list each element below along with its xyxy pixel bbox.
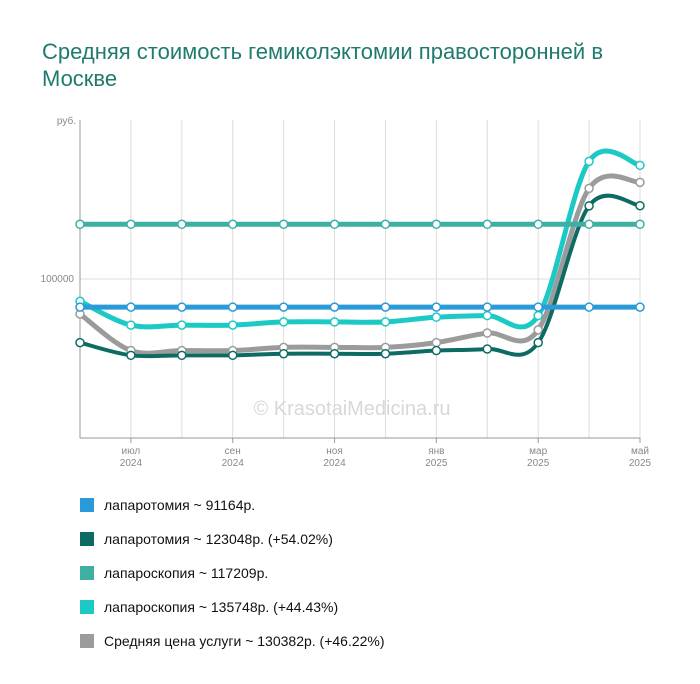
series-group: [75, 302, 645, 312]
legend-item[interactable]: лапароскопия ~ 117209р.: [80, 556, 385, 590]
data-point: [482, 302, 493, 312]
legend-label: Средняя цена услуги ~ 130382р. (+46.22%): [104, 633, 385, 649]
x-tick-label-year: 2024: [323, 458, 346, 469]
data-point: [431, 345, 442, 356]
series-line: [78, 193, 642, 359]
data-point: [126, 219, 136, 230]
data-point: [278, 348, 289, 359]
tick-layer: 100000июл2024сен2024ноя2024янв2025мар202…: [41, 274, 652, 469]
legend-swatch: [80, 532, 94, 546]
legend-item[interactable]: лапаротомия ~ 91164р.: [80, 488, 385, 522]
data-point: [329, 317, 340, 327]
data-point: [635, 177, 645, 188]
data-point: [75, 219, 85, 230]
data-point: [227, 302, 238, 312]
y-axis-label: руб.: [57, 115, 76, 127]
x-tick-label-month: янв: [428, 446, 444, 457]
legend: лапаротомия ~ 91164р. лапаротомия ~ 12304…: [80, 488, 385, 658]
data-point: [482, 344, 493, 354]
x-tick-label-month: июл: [122, 446, 141, 457]
legend-item[interactable]: лапароскопия ~ 135748р. (+44.43%): [80, 590, 385, 624]
chart-title: Средняя стоимость гемиколэктомии правост…: [42, 39, 604, 91]
legend-label: лапаротомия ~ 123048р. (+54.02%): [104, 531, 333, 547]
watermark: © KrasotaiMedicina.ru: [253, 398, 450, 420]
legend-swatch: [80, 600, 94, 614]
x-tick-label-month: май: [631, 446, 649, 457]
data-point: [584, 183, 594, 194]
data-point: [329, 348, 340, 359]
data-point: [227, 320, 238, 330]
data-point: [431, 219, 442, 230]
data-point: [278, 317, 289, 327]
data-point: [177, 320, 187, 330]
x-tick-label-month: сен: [225, 446, 241, 457]
x-tick-label-year: 2025: [527, 458, 550, 469]
series-group: [75, 219, 645, 230]
x-tick-label-year: 2024: [120, 458, 143, 469]
legend-item[interactable]: лапаротомия ~ 123048р. (+54.02%): [80, 522, 385, 556]
data-point: [227, 219, 238, 230]
data-point: [431, 312, 442, 322]
legend-swatch: [80, 634, 94, 648]
data-point: [177, 219, 187, 230]
x-tick-label-year: 2025: [425, 458, 448, 469]
grid-layer: [79, 120, 641, 439]
data-point: [431, 337, 442, 348]
series-group: [75, 193, 645, 361]
data-point: [126, 350, 136, 361]
data-point: [380, 302, 391, 312]
data-point: [380, 317, 391, 327]
data-point: [533, 337, 543, 348]
data-point: [126, 302, 136, 312]
data-point: [533, 325, 543, 335]
data-point: [533, 302, 543, 312]
series-layer: [75, 148, 645, 361]
data-point: [482, 219, 493, 230]
data-point: [482, 328, 493, 338]
data-point: [584, 302, 594, 312]
x-tick-label-year: 2024: [222, 458, 245, 469]
data-point: [126, 320, 136, 330]
x-tick-label-year: 2025: [629, 458, 652, 469]
data-point: [278, 219, 289, 230]
data-point: [177, 302, 187, 312]
x-tick-label-month: ноя: [326, 446, 343, 457]
data-point: [584, 201, 594, 211]
legend-label: лапароскопия ~ 135748р. (+44.43%): [104, 599, 339, 615]
x-tick-label-month: мар: [529, 446, 547, 457]
series-group: [75, 173, 645, 356]
legend-swatch: [80, 566, 94, 580]
data-point: [278, 302, 289, 312]
data-point: [380, 348, 391, 359]
data-point: [75, 337, 85, 348]
data-point: [482, 310, 493, 321]
data-point: [635, 160, 645, 171]
data-point: [75, 302, 85, 312]
data-point: [635, 219, 645, 230]
data-point: [329, 219, 340, 230]
legend-label: лапаротомия ~ 91164р.: [104, 497, 256, 513]
series-group: [75, 148, 645, 330]
legend-swatch: [80, 498, 94, 512]
legend-label: лапароскопия ~ 117209р.: [104, 565, 269, 581]
legend-item[interactable]: Средняя цена услуги ~ 130382р. (+46.22%): [80, 624, 385, 658]
data-point: [635, 302, 645, 312]
data-point: [584, 156, 594, 167]
data-point: [635, 200, 645, 211]
data-point: [329, 302, 340, 312]
y-tick-label: 100000: [41, 274, 75, 285]
data-point: [533, 310, 543, 321]
data-point: [227, 350, 238, 361]
data-point: [533, 219, 543, 230]
data-point: [177, 350, 187, 361]
data-point: [584, 219, 594, 230]
data-point: [380, 219, 391, 230]
data-point: [431, 302, 442, 312]
